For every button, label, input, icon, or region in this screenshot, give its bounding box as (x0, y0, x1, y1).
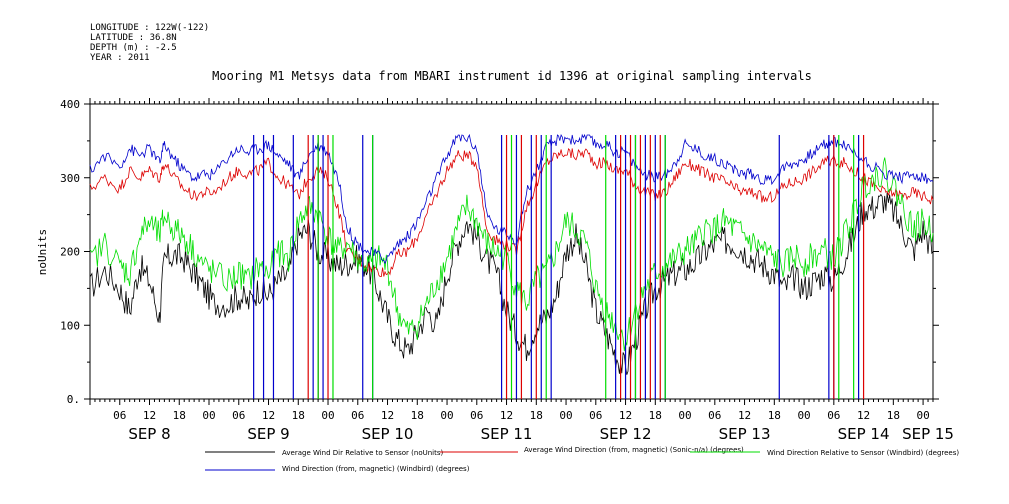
x-tick-label: 18 (292, 409, 305, 422)
x-tick-label: 18 (649, 409, 662, 422)
x-tick-label: 00 (202, 409, 215, 422)
y-axis-label: noUnits (36, 229, 49, 275)
x-day-label: SEP 10 (362, 425, 414, 443)
latitude-label: LATITUDE : 36.8N (90, 33, 177, 43)
x-tick-label: 06 (351, 409, 364, 422)
x-tick-label: 06 (589, 409, 602, 422)
y-tick-label: 300 (60, 172, 80, 185)
legend-label: Wind Direction (from, magnetic) (Windbir… (282, 465, 470, 473)
x-tick-label: 06 (470, 409, 483, 422)
legend-label: Wind Direction Relative to Sensor (Windb… (767, 449, 959, 457)
x-day-label: SEP 15 (902, 425, 954, 443)
longitude-label: LONGITUDE : 122W(-122) (90, 23, 209, 33)
x-tick-label: 12 (500, 409, 513, 422)
x-tick-label: 18 (768, 409, 781, 422)
y-tick-label: 100 (60, 319, 80, 332)
legend-label: Average Wind Direction (from, magnetic) … (524, 446, 744, 454)
x-tick-label: 12 (738, 409, 751, 422)
x-tick-label: 12 (381, 409, 394, 422)
x-day-label: SEP 11 (481, 425, 533, 443)
x-tick-label: 06 (827, 409, 840, 422)
series-layer (89, 133, 934, 399)
legend: Average Wind Dir Relative to Sensor (noU… (205, 446, 959, 473)
chart-title: Mooring M1 Metsys data from MBARI instru… (212, 69, 812, 83)
y-tick-label: 0. (67, 393, 80, 406)
y-tick-label: 200 (60, 246, 80, 259)
year-label: YEAR : 2011 (90, 53, 150, 63)
x-tick-label: 12 (857, 409, 870, 422)
x-tick-label: 18 (411, 409, 424, 422)
axis-layer: 0. 100 200 300 400 06 12 18 00 06 12 18 00 06 12 18 00 06… (60, 98, 954, 443)
x-tick-label: 18 (530, 409, 543, 422)
legend-label: Average Wind Dir Relative to Sensor (noU… (282, 449, 443, 457)
y-tick-label: 400 (60, 98, 80, 111)
x-tick-label: 00 (440, 409, 453, 422)
x-tick-label: 12 (143, 409, 156, 422)
x-tick-label: 06 (113, 409, 126, 422)
x-day-label: SEP 13 (719, 425, 771, 443)
x-tick-label: 06 (708, 409, 721, 422)
x-day-label: SEP 12 (600, 425, 652, 443)
x-tick-label: 18 (173, 409, 186, 422)
x-tick-label: 06 (232, 409, 245, 422)
x-day-label: SEP 14 (838, 425, 890, 443)
x-tick-label: 00 (559, 409, 572, 422)
x-tick-label: 12 (619, 409, 632, 422)
x-tick-label: 00 (797, 409, 810, 422)
x-tick-label: 00 (916, 409, 929, 422)
depth-label: DEPTH (m) : -2.5 (90, 43, 177, 53)
x-day-label: SEP 8 (128, 425, 170, 443)
x-tick-label: 18 (887, 409, 900, 422)
x-tick-label: 00 (678, 409, 691, 422)
x-tick-label: 00 (321, 409, 334, 422)
x-day-label: SEP 9 (247, 425, 289, 443)
x-tick-label: 12 (262, 409, 275, 422)
